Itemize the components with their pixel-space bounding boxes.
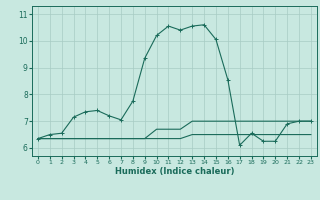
X-axis label: Humidex (Indice chaleur): Humidex (Indice chaleur)	[115, 167, 234, 176]
